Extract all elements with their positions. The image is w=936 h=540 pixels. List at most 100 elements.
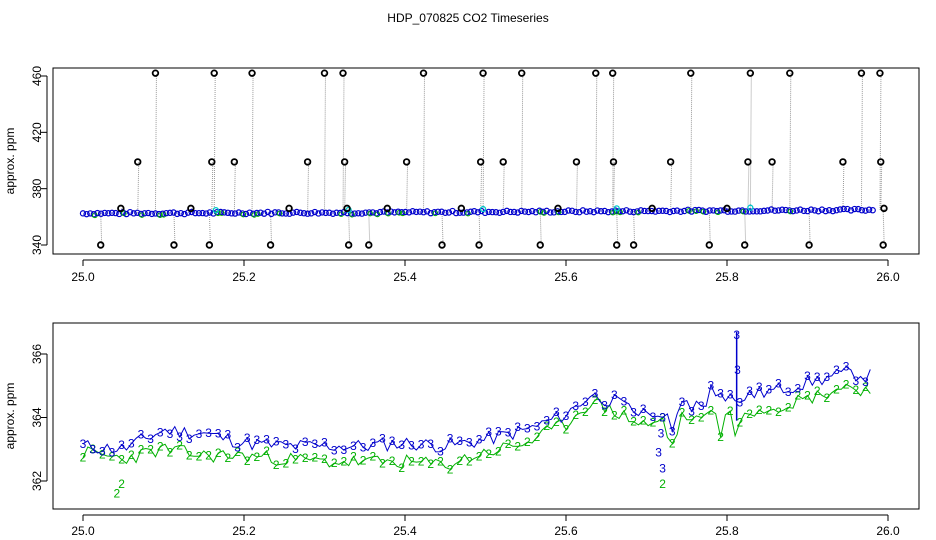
- accent-point: [479, 205, 487, 213]
- spike-point: [365, 241, 373, 249]
- spike-line: [344, 161, 347, 213]
- series-2-marker: 2: [147, 442, 154, 456]
- series-2-marker: 2: [804, 388, 811, 402]
- spike-line: [208, 212, 211, 246]
- baseline-point: [702, 208, 710, 216]
- baseline-point: [260, 210, 268, 217]
- x-tick-label: 26.0: [876, 524, 900, 538]
- series-2-marker: 2: [601, 405, 608, 419]
- baseline-point: [97, 210, 105, 217]
- baseline-point-green: [537, 209, 544, 215]
- spike-line: [616, 211, 619, 246]
- baseline-point: [673, 207, 681, 214]
- spike-line: [860, 73, 863, 210]
- series-2-marker: 2: [167, 445, 174, 459]
- baseline-point: [561, 208, 568, 216]
- baseline-point: [416, 208, 424, 215]
- spike-point: [479, 69, 487, 77]
- series-2-marker: 2: [843, 377, 850, 391]
- series-2-marker: 2: [302, 451, 309, 465]
- baseline-point: [869, 207, 876, 214]
- baseline-point: [815, 208, 822, 215]
- panel-bottom-y-axis-label: approx. ppm: [3, 383, 17, 450]
- spike-point: [438, 241, 446, 249]
- baseline-point: [663, 207, 670, 215]
- baseline-point: [87, 210, 94, 217]
- series-2-marker: 2: [553, 415, 560, 429]
- x-tick-label: 25.8: [715, 524, 739, 538]
- baseline-point: [655, 207, 663, 215]
- baseline-point: [717, 207, 724, 214]
- chart-title: HDP_070825 CO2 Timeseries: [387, 11, 548, 25]
- spike-line: [771, 161, 774, 211]
- series-2-marker: 2: [138, 443, 145, 457]
- accent-point: [747, 204, 754, 211]
- series-3-marker: 3: [109, 446, 116, 460]
- panel-bottom-series-markers: 22 2 2 2 2 2 2 2 2 22 2 2 2 2 22 2 22 2 2 2 2 2 2 2 2 2 2 2 2 2 2 2 2 222…: [80, 328, 869, 501]
- baseline-point: [840, 205, 847, 213]
- series-2-marker: 2: [89, 442, 96, 456]
- spike-line: [423, 73, 426, 213]
- baseline-point: [282, 210, 290, 217]
- baseline-point: [474, 209, 482, 216]
- series-3-marker: 3: [733, 328, 740, 342]
- spike-point: [839, 158, 847, 166]
- series-2-marker: 2: [408, 454, 415, 468]
- spike-point: [475, 241, 483, 249]
- series-3-marker: 3: [186, 432, 193, 446]
- series-3-marker: 3: [659, 461, 666, 475]
- baseline-point: [231, 210, 239, 217]
- series-2-marker: 2: [659, 477, 666, 491]
- baseline-point: [525, 208, 532, 216]
- spike-line: [441, 212, 444, 246]
- series-2-marker: 2: [766, 404, 773, 418]
- series-2-marker: 2: [669, 436, 676, 450]
- baseline-point: [297, 209, 304, 216]
- series-3-marker: 3: [254, 433, 261, 447]
- series-2-marker: 2: [746, 407, 753, 421]
- series-3-marker: 3: [746, 384, 753, 398]
- series-3-marker: 3: [157, 426, 164, 440]
- baseline-point: [112, 209, 119, 217]
- spike-line: [480, 161, 483, 212]
- series-2-marker: 2: [369, 450, 376, 464]
- baseline-point: [601, 207, 608, 215]
- series-2-marker: 2: [389, 454, 396, 468]
- series-2-marker: 2: [679, 406, 686, 420]
- series-2-marker: 2: [708, 404, 715, 418]
- series-2-line: [82, 383, 871, 470]
- series-3-marker: 3: [640, 402, 647, 416]
- spike-line: [348, 212, 351, 246]
- series-2-marker: 2: [621, 404, 628, 418]
- spike-point: [880, 204, 888, 213]
- baseline-point: [768, 206, 775, 213]
- series-3-marker: 3: [244, 431, 251, 445]
- spike-line: [521, 73, 524, 212]
- spike-point: [744, 158, 752, 166]
- baseline-point: [326, 209, 333, 216]
- baseline-point: [148, 210, 156, 218]
- series-3-marker: 3: [785, 385, 792, 399]
- baseline-point: [452, 209, 460, 217]
- baseline-point: [760, 207, 768, 215]
- spike-point: [648, 204, 656, 213]
- spike-line: [137, 161, 140, 214]
- x-tick-label: 26.0: [876, 270, 900, 284]
- series-2-marker: 2: [456, 454, 463, 468]
- series-2-marker: 2: [379, 456, 386, 470]
- series-3-marker: 3: [476, 433, 483, 447]
- series-3-marker: 3: [679, 395, 686, 409]
- spike-line: [482, 73, 485, 212]
- series-2-marker: 2: [572, 408, 579, 422]
- baseline-point: [851, 205, 858, 213]
- baseline-point: [195, 209, 203, 217]
- spike-line: [744, 210, 747, 246]
- spike-line: [708, 210, 711, 246]
- series-2-marker: 2: [113, 487, 120, 501]
- spike-point: [117, 204, 125, 213]
- series-3-marker: 3: [543, 414, 550, 428]
- baseline-point: [79, 210, 87, 217]
- series-3-marker: 3: [833, 363, 840, 377]
- spike-point: [746, 69, 755, 77]
- baseline-point: [510, 208, 518, 216]
